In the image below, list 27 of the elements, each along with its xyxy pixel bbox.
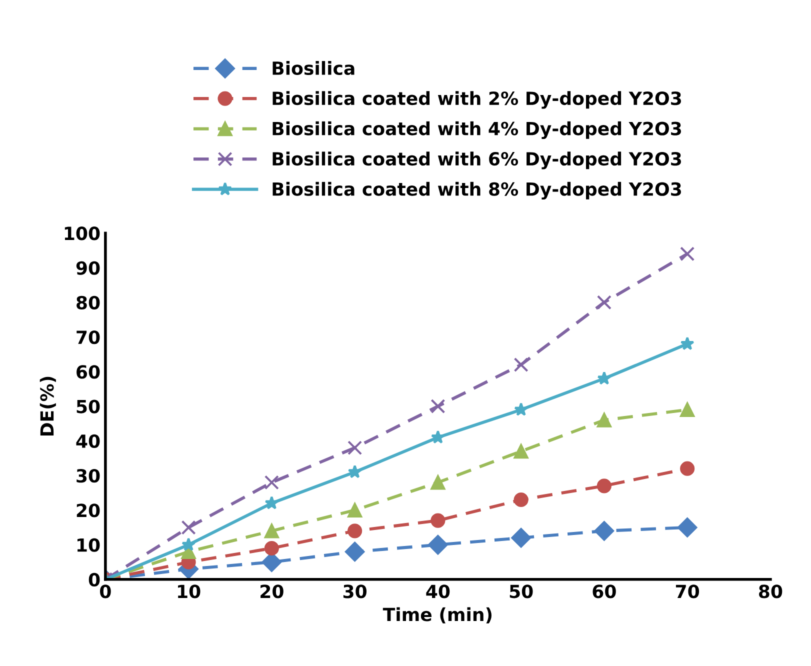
legend-label: Biosilica [272,61,354,76]
y-tick-label: 80 [76,296,100,310]
legend-label: Biosilica coated with 6% Dy-doped Y2O3 [272,152,681,170]
y-tick-label: 30 [76,468,100,483]
x-tick-label: 80 [758,584,782,598]
y-tick-label: 50 [76,400,100,414]
legend-label: Biosilica coated with 2% Dy-doped Y2O3 [272,91,681,109]
x-tick-label: 60 [592,584,616,598]
x-tick-label: 40 [426,584,450,598]
y-tick-label: 40 [76,434,100,448]
y-tick-label: 20 [76,504,100,518]
y-tick-label: 10 [77,538,100,552]
x-tick-label: 10 [178,584,200,598]
x-tick-label: 30 [343,584,367,598]
y-tick-label: 100 [64,226,100,240]
y-axis-title: DE(%) [40,376,56,436]
x-tick-label: 20 [260,584,284,598]
y-tick-label: 70 [76,330,100,344]
x-tick-label: 50 [510,584,533,598]
x-tick-label: 0 [100,584,111,598]
legend-label: Biosilica coated with 8% Dy-doped Y2O3 [272,182,681,200]
y-tick-label: 90 [76,261,100,275]
y-tick-label: 0 [88,572,100,587]
x-axis-title: Time (min) [382,607,492,624]
y-tick-label: 60 [76,365,100,379]
legend-label: Biosilica coated with 4% Dy-doped Y2O3 [272,121,681,140]
x-tick-label: 70 [676,584,700,598]
